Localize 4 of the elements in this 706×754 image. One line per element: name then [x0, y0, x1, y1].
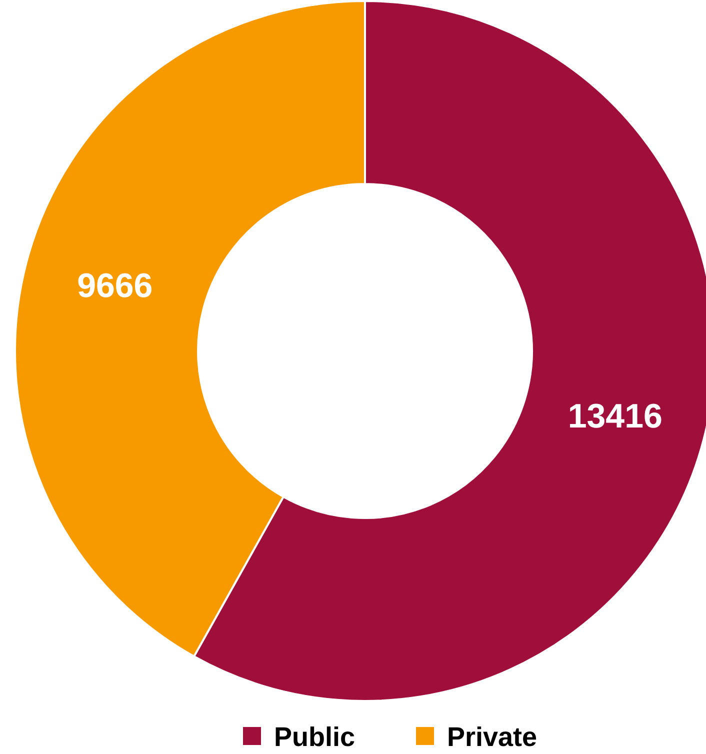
legend-label: Public [274, 722, 356, 752]
legend-label: Private [447, 722, 538, 752]
data-label: 9666 [77, 266, 153, 305]
data-label: 13416 [568, 397, 662, 436]
